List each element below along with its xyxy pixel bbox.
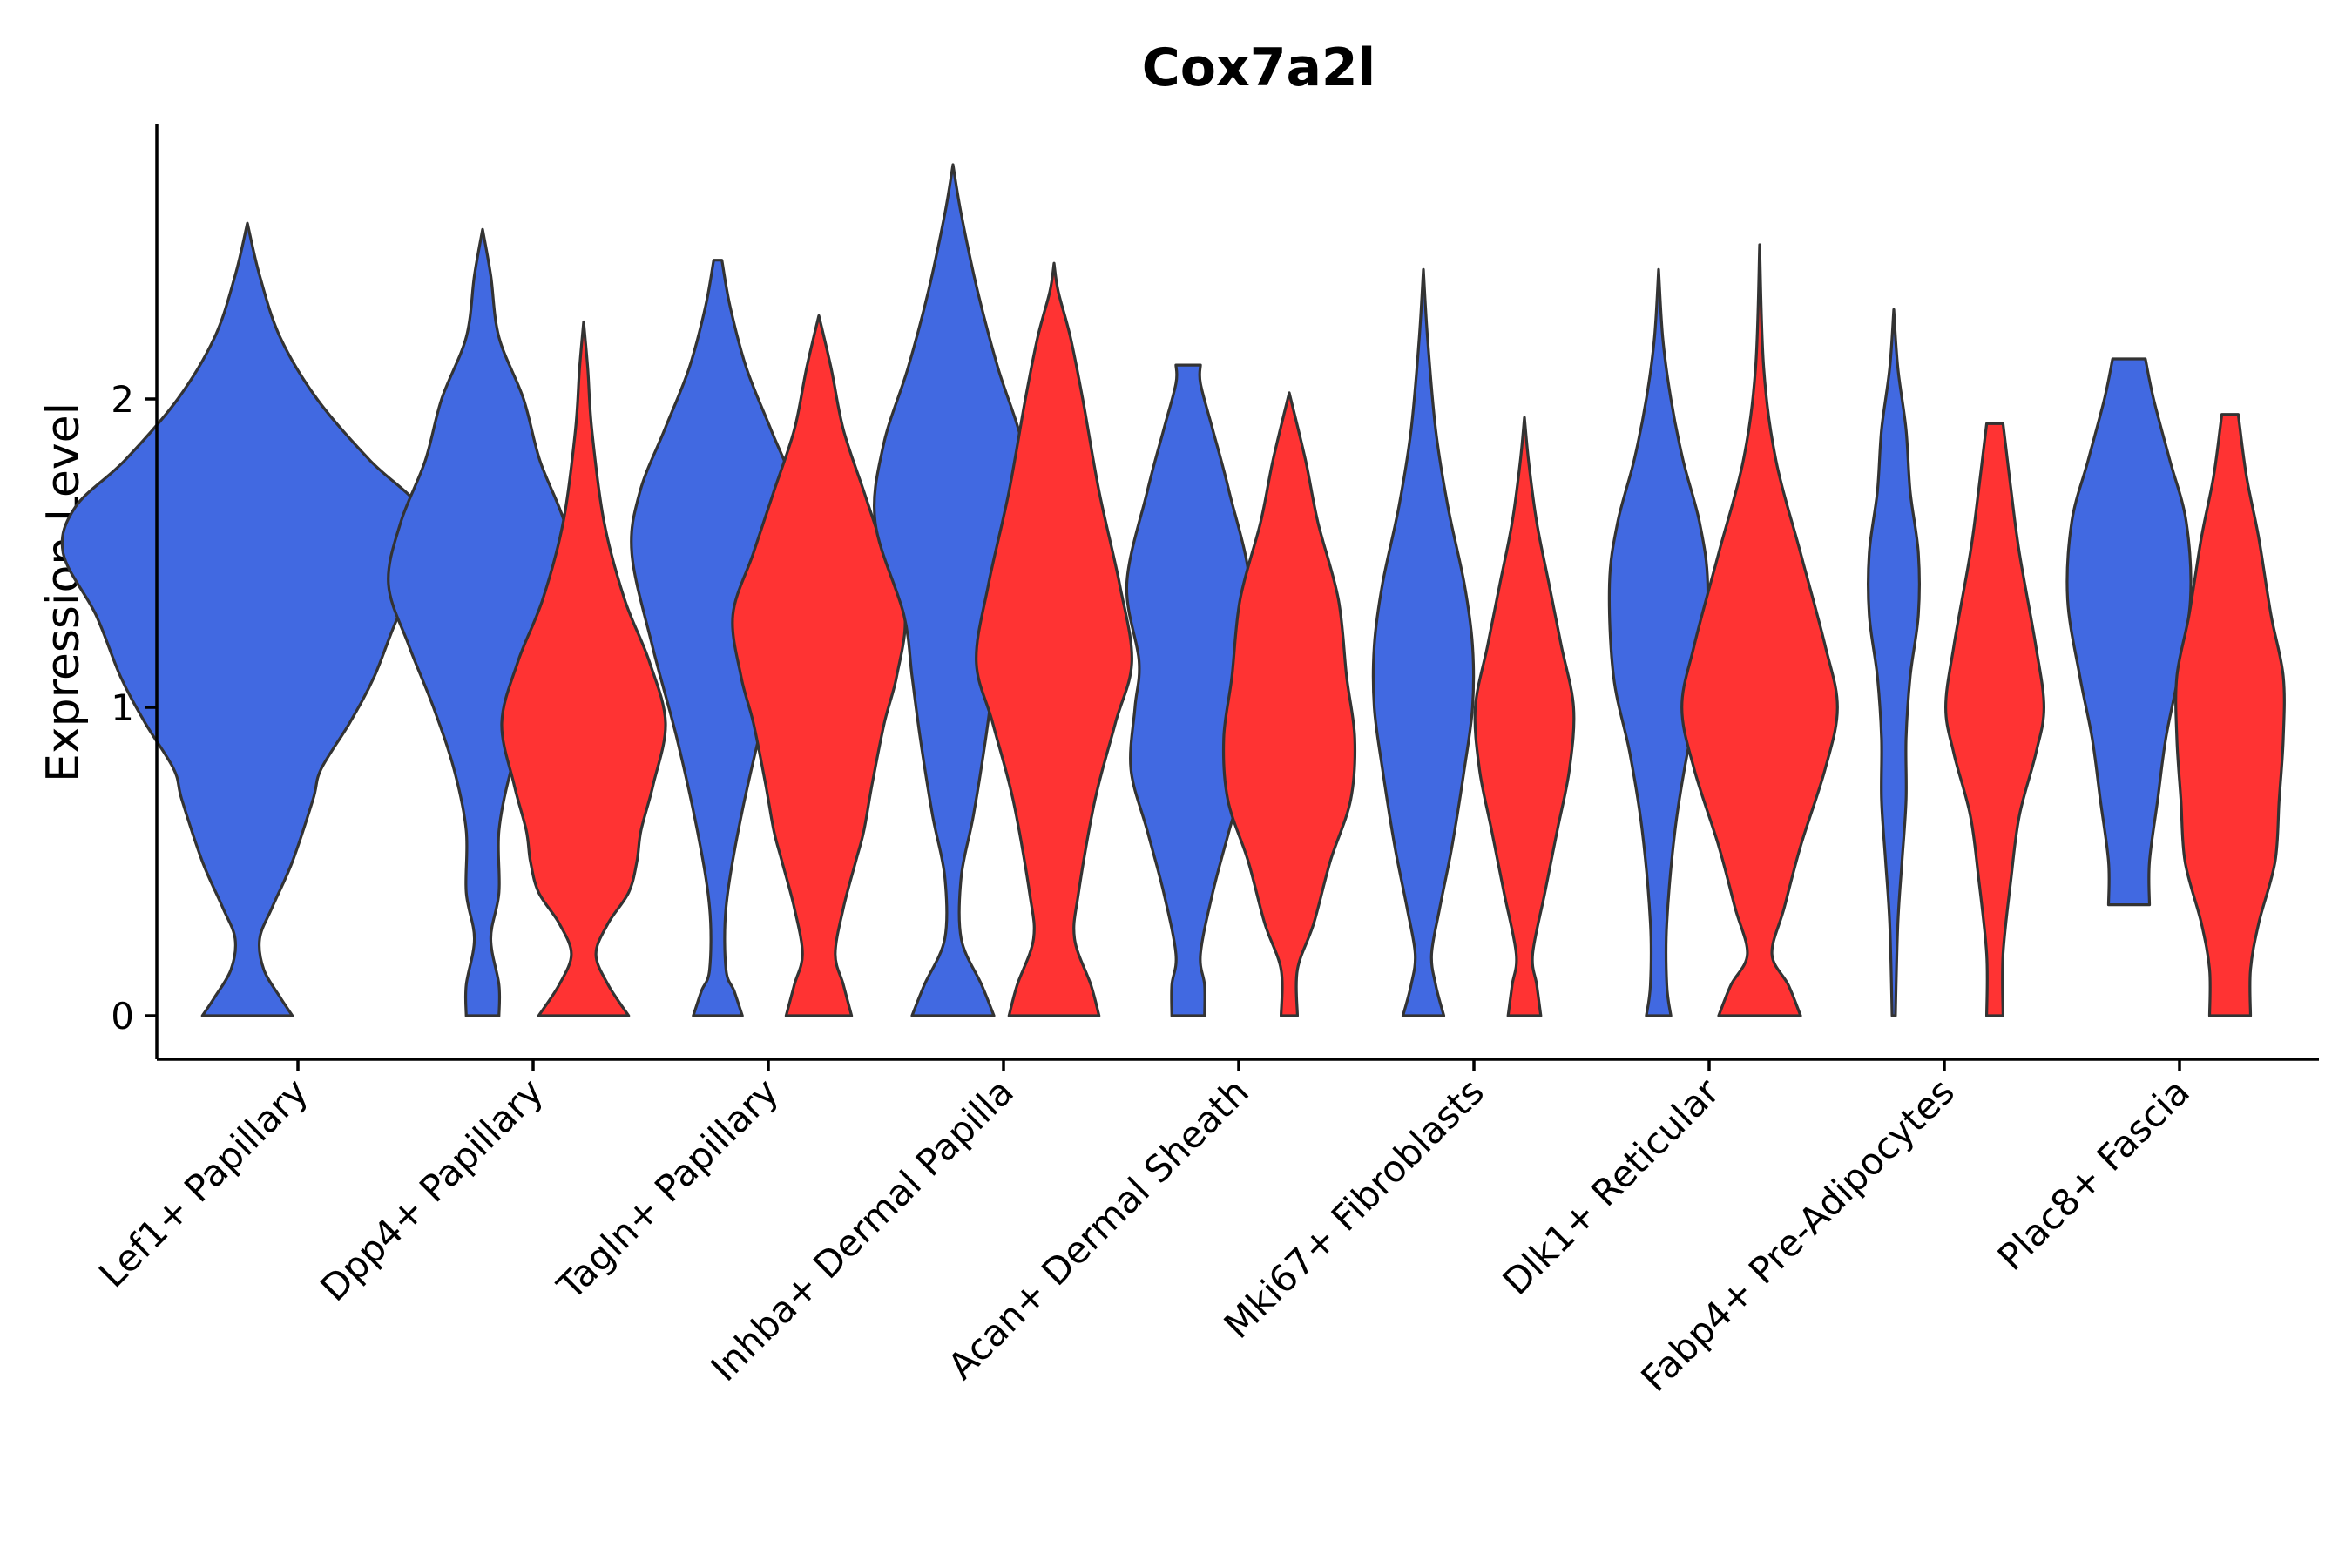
- violin-4-a: [872, 163, 1034, 1017]
- violin-8-a: [1867, 308, 1921, 1017]
- x-tick-label: Plac8+ Fascia: [1990, 1070, 2198, 1278]
- y-tick-label: 1: [111, 686, 134, 729]
- y-tick-label: 0: [111, 995, 134, 1037]
- violin-6-b: [1473, 416, 1576, 1017]
- x-tick-label: Lef1+ Papillary: [91, 1070, 316, 1295]
- violin-1-a: [60, 221, 435, 1017]
- x-tick-label: Dlk1+ Reticular: [1495, 1070, 1728, 1303]
- y-axis-label: Expression Level: [37, 402, 90, 782]
- violin-8-b: [1944, 422, 2045, 1017]
- violin-5-a: [1125, 363, 1252, 1017]
- violin-7-a: [1607, 267, 1710, 1017]
- chart-title: Cox7a2l: [1142, 37, 1376, 98]
- violin-6-a: [1371, 267, 1476, 1017]
- violin-3-a: [630, 259, 806, 1017]
- violin-5-b: [1221, 391, 1357, 1017]
- violin-2-a: [387, 227, 578, 1017]
- x-tick-label: Tagln+ Papillary: [549, 1070, 787, 1308]
- violin-9-b: [2174, 413, 2286, 1017]
- violin-9-a: [2065, 357, 2193, 907]
- violin-3-b: [731, 314, 907, 1017]
- violin-7-b: [1680, 243, 1839, 1017]
- violin-2-b: [500, 320, 667, 1017]
- x-tick-label: Mki67+ Fibroblasts: [1216, 1070, 1492, 1346]
- y-tick-label: 2: [111, 378, 134, 421]
- plot-area: [60, 163, 2286, 1017]
- violin-4-b: [975, 261, 1133, 1017]
- x-tick-label: Dpp4+ Papillary: [312, 1070, 551, 1309]
